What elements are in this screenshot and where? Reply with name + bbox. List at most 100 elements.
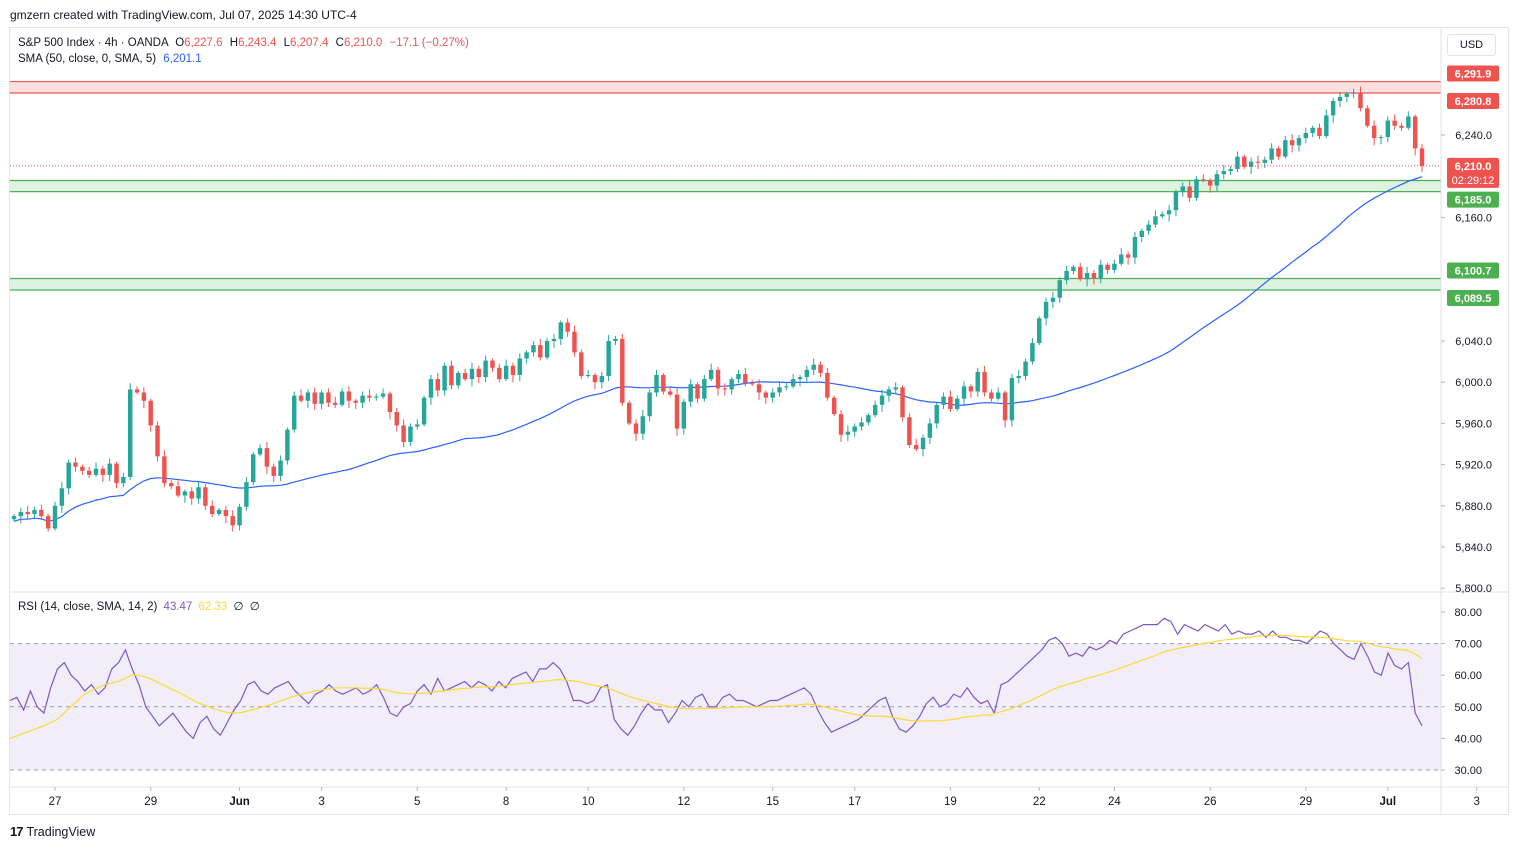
candle-body	[544, 341, 550, 358]
candle-body	[872, 404, 878, 416]
candle-body	[497, 367, 502, 380]
candle-body	[510, 365, 516, 375]
x-tick-label: 8	[503, 796, 509, 808]
candle-body	[421, 397, 427, 425]
candle-body	[66, 462, 71, 489]
candle-body	[702, 379, 707, 399]
low-label: L	[283, 37, 291, 49]
candle-body	[1146, 224, 1151, 231]
x-tick-label: 29	[1299, 796, 1312, 808]
last-price-label: 6,210.0	[1455, 161, 1492, 173]
y-tick-label: 5,840.0	[1455, 542, 1492, 554]
countdown-label: 02:29:12	[1452, 175, 1495, 187]
candle-body	[360, 395, 365, 403]
x-tick-label: 5	[414, 796, 420, 808]
candle-body	[1344, 93, 1350, 97]
candle-body	[387, 393, 393, 413]
footer-brand[interactable]: 17 TradingView	[10, 824, 95, 839]
candle-body	[968, 386, 974, 392]
x-tick-label: 17	[848, 796, 861, 808]
candle-body	[1289, 140, 1295, 146]
candle-body	[374, 396, 379, 398]
candle-body	[339, 391, 345, 405]
rsi-legend: RSI (14, close, SMA, 14, 2) 43.47 62.33 …	[18, 599, 260, 613]
candle-body	[667, 391, 673, 395]
y-tick-label: 5,960.0	[1455, 418, 1492, 430]
candle-body	[907, 417, 912, 446]
candle-body	[1310, 127, 1315, 133]
candle-body	[1248, 161, 1254, 167]
candle-body	[257, 448, 263, 455]
candle-body	[784, 386, 789, 388]
candle-body	[415, 424, 420, 427]
zone-label-resistance-1: 6,280.8	[1455, 96, 1492, 108]
zone-label-bg-support-1-1	[1447, 191, 1499, 208]
candle-body	[763, 392, 769, 398]
zone-band-support-2	[10, 278, 1441, 291]
candle-body	[1187, 186, 1192, 198]
candle-body	[749, 383, 755, 385]
candle-body	[620, 338, 625, 403]
candle-body	[326, 392, 331, 403]
currency-selector[interactable]: USD	[1447, 34, 1496, 56]
candle-body	[107, 463, 112, 475]
candle-body	[1016, 376, 1021, 379]
candle-body	[722, 388, 728, 390]
x-tick-label: 12	[677, 796, 690, 808]
candle-body	[1399, 125, 1404, 128]
candle-body	[517, 358, 523, 375]
candle-body	[893, 387, 898, 390]
candle-body	[244, 482, 249, 507]
candle-body	[585, 374, 591, 377]
chart-credit: gmzern created with TradingView.com, Jul…	[10, 8, 357, 22]
candle-body	[1071, 266, 1076, 271]
candle-body	[661, 374, 666, 392]
candle-body	[435, 379, 440, 391]
candle-body	[975, 371, 980, 392]
candle-body	[1228, 168, 1233, 172]
sma-label[interactable]: SMA (50, close, 0, SMA, 5)	[18, 53, 157, 65]
candle-body	[462, 372, 468, 380]
y-tick-label: 6,040.0	[1455, 336, 1492, 348]
candle-body	[127, 389, 133, 477]
candle-body	[1419, 148, 1425, 166]
candle-body	[1276, 148, 1281, 157]
symbol-label[interactable]: S&P 500 Index · 4h · OANDA	[18, 37, 169, 49]
zone-band-support-1	[10, 180, 1441, 192]
y-tick-label: 5,920.0	[1455, 460, 1492, 472]
candle-body	[729, 379, 734, 390]
rsi-tick-label: 30.00	[1454, 765, 1482, 777]
candle-body	[770, 392, 775, 398]
candle-body	[920, 437, 926, 450]
rsi-label[interactable]: RSI (14, close, SMA, 14, 2)	[18, 601, 158, 613]
rsi-extra-2: ∅	[249, 601, 260, 613]
candle-body	[996, 392, 1001, 399]
open-label: O	[175, 37, 185, 49]
candle-body	[900, 387, 905, 418]
rsi-ma-line	[9, 634, 1423, 739]
candle-body	[845, 431, 851, 435]
candle-body	[278, 460, 283, 476]
candle-body	[1160, 214, 1165, 217]
candle-body	[695, 384, 700, 399]
candle-body	[1139, 230, 1144, 237]
candle-body	[633, 423, 639, 434]
candle-body	[688, 384, 693, 402]
rsi-tick-label: 60.00	[1454, 670, 1482, 682]
candle-body	[831, 397, 837, 415]
candle-body	[1098, 264, 1103, 279]
candle-body	[640, 416, 646, 434]
brand-name: TradingView	[26, 824, 96, 839]
candle-body	[1112, 263, 1117, 270]
rsi-extra-1: ∅	[233, 601, 244, 613]
candle-body	[333, 402, 338, 405]
zone-label-resistance-0: 6,291.9	[1455, 69, 1492, 81]
candle-body	[80, 466, 85, 471]
candle-body	[1406, 116, 1411, 128]
candle-body	[558, 322, 564, 339]
candle-body	[777, 387, 782, 393]
y-tick-label: 6,160.0	[1455, 212, 1492, 224]
candle-body	[168, 483, 174, 487]
candle-body	[1125, 254, 1131, 258]
